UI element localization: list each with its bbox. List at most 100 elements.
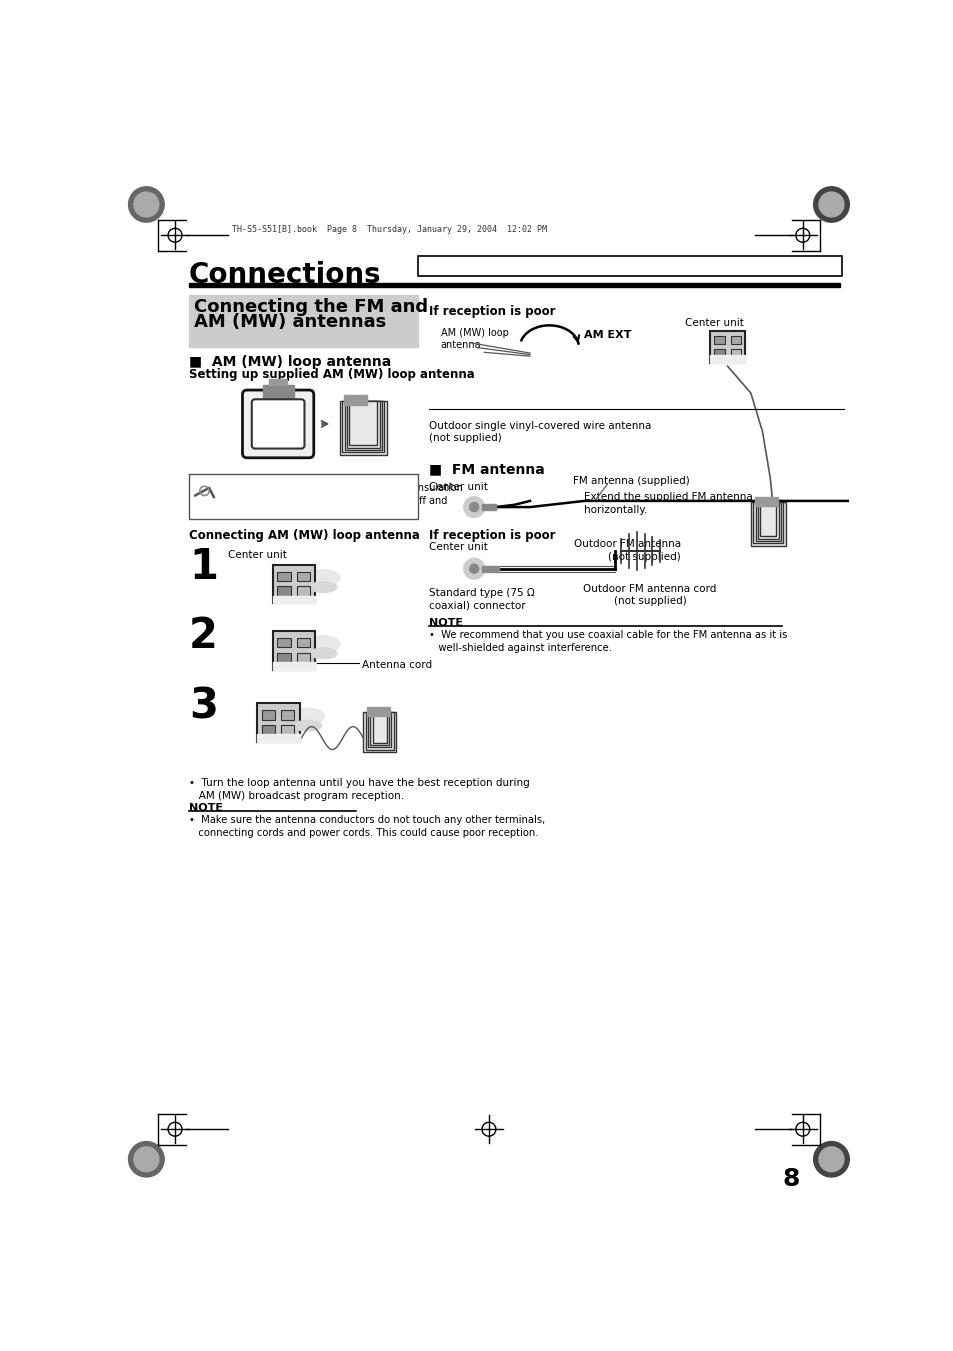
Text: Center unit: Center unit	[429, 482, 488, 492]
Text: NOTE: NOTE	[189, 802, 223, 813]
Bar	[277, 653, 291, 665]
Text: 1: 1	[189, 546, 218, 588]
Bar	[365, 712, 394, 750]
Bar	[277, 586, 291, 598]
Bar	[368, 712, 391, 747]
Text: Outdoor single vinyl-covered wire antenna
(not supplied): Outdoor single vinyl-covered wire antenn…	[429, 422, 651, 443]
Bar	[750, 503, 785, 546]
Circle shape	[813, 1142, 848, 1177]
Bar	[261, 725, 274, 738]
Text: Setting up supplied AM (MW) loop antenna: Setting up supplied AM (MW) loop antenna	[189, 369, 475, 381]
Circle shape	[818, 192, 843, 218]
Bar	[189, 282, 840, 286]
Text: Antenna cord: Antenna cord	[361, 659, 432, 670]
Text: Center unit: Center unit	[429, 543, 488, 553]
Bar	[417, 257, 841, 276]
Bar	[730, 349, 740, 359]
FancyBboxPatch shape	[242, 390, 314, 458]
Bar	[349, 401, 377, 446]
Bar	[296, 571, 310, 581]
Bar	[714, 336, 723, 345]
Bar	[347, 401, 379, 447]
Bar	[363, 712, 395, 753]
Circle shape	[464, 559, 484, 578]
Text: FM antenna (supplied): FM antenna (supplied)	[572, 477, 689, 486]
Circle shape	[818, 1147, 843, 1171]
Circle shape	[129, 1142, 164, 1177]
Text: Outdoor FM antenna cord
(not supplied): Outdoor FM antenna cord (not supplied)	[583, 584, 716, 607]
Bar	[189, 474, 417, 519]
Text: Center unit: Center unit	[684, 317, 743, 328]
Bar	[281, 725, 294, 738]
Circle shape	[129, 186, 164, 222]
Bar	[296, 586, 310, 598]
Text: •  We recommend that you use coaxial cable for the FM antenna as it is
   well-s: • We recommend that you use coaxial cabl…	[429, 631, 787, 654]
Text: 8: 8	[781, 1167, 799, 1192]
Bar	[373, 712, 386, 743]
Bar	[344, 396, 367, 405]
Text: Connections: Connections	[189, 261, 381, 289]
Bar	[273, 631, 315, 670]
Text: Center unit: Center unit	[228, 550, 286, 561]
Bar	[340, 401, 386, 455]
Text: TH-S5-S51[B].book  Page 8  Thursday, January 29, 2004  12:02 PM: TH-S5-S51[B].book Page 8 Thursday, Janua…	[232, 226, 546, 234]
Bar	[189, 295, 417, 347]
Bar	[257, 704, 299, 742]
Bar	[257, 734, 299, 742]
Text: ■  AM (MW) loop antenna: ■ AM (MW) loop antenna	[189, 354, 391, 369]
Circle shape	[813, 186, 848, 222]
Text: Connecting AM (MW) loop antenna: Connecting AM (MW) loop antenna	[189, 528, 419, 542]
Bar	[709, 355, 744, 363]
Bar	[262, 385, 294, 397]
Ellipse shape	[306, 570, 340, 586]
Bar	[277, 638, 291, 647]
Bar	[296, 638, 310, 647]
Bar	[709, 331, 744, 363]
Bar	[342, 401, 384, 453]
Text: If reception is poor: If reception is poor	[429, 530, 556, 542]
Bar	[714, 349, 723, 359]
Text: NOTE: NOTE	[429, 617, 463, 628]
Text: •  Make sure the antenna conductors do not touch any other terminals,
   connect: • Make sure the antenna conductors do no…	[189, 815, 545, 838]
Ellipse shape	[306, 636, 340, 653]
Text: Outdoor FM antenna
(not supplied): Outdoor FM antenna (not supplied)	[574, 539, 680, 562]
Bar	[296, 653, 310, 665]
Text: Standard type (75 Ω
coaxial) connector: Standard type (75 Ω coaxial) connector	[429, 588, 535, 611]
Text: Connecting the FM and: Connecting the FM and	[193, 299, 427, 316]
Bar	[344, 401, 381, 450]
Bar	[730, 336, 740, 345]
Ellipse shape	[294, 720, 321, 731]
Bar	[273, 662, 315, 670]
Bar	[269, 380, 287, 385]
Text: ■  FM antenna: ■ FM antenna	[429, 462, 544, 477]
Ellipse shape	[291, 708, 324, 725]
Bar	[273, 565, 315, 604]
Text: If the antenna cord is covered with the insulation
coat, twist and pull the insu: If the antenna cord is covered with the …	[221, 484, 462, 520]
Circle shape	[133, 1147, 159, 1171]
Bar	[760, 503, 776, 536]
Bar	[281, 711, 294, 720]
Circle shape	[133, 192, 159, 218]
Bar	[757, 503, 778, 539]
Bar	[753, 503, 782, 543]
Bar	[755, 503, 781, 540]
Text: AM (MW) loop
antenna: AM (MW) loop antenna	[440, 328, 508, 350]
Bar	[273, 596, 315, 604]
Bar	[754, 497, 778, 507]
FancyBboxPatch shape	[252, 400, 304, 449]
Text: If reception is poor: If reception is poor	[429, 304, 556, 317]
Ellipse shape	[309, 648, 336, 659]
Text: 2: 2	[189, 615, 217, 657]
Bar	[370, 712, 389, 744]
Text: 3: 3	[189, 686, 218, 728]
Circle shape	[464, 497, 484, 517]
Bar	[481, 566, 498, 571]
Text: Extend the supplied FM antenna
horizontally.: Extend the supplied FM antenna horizonta…	[583, 492, 752, 515]
Bar	[277, 571, 291, 581]
Bar	[261, 711, 274, 720]
Ellipse shape	[309, 582, 336, 593]
Text: AM (MW) antennas: AM (MW) antennas	[193, 313, 386, 331]
Circle shape	[469, 565, 478, 573]
Circle shape	[469, 503, 478, 512]
Bar	[367, 707, 390, 716]
